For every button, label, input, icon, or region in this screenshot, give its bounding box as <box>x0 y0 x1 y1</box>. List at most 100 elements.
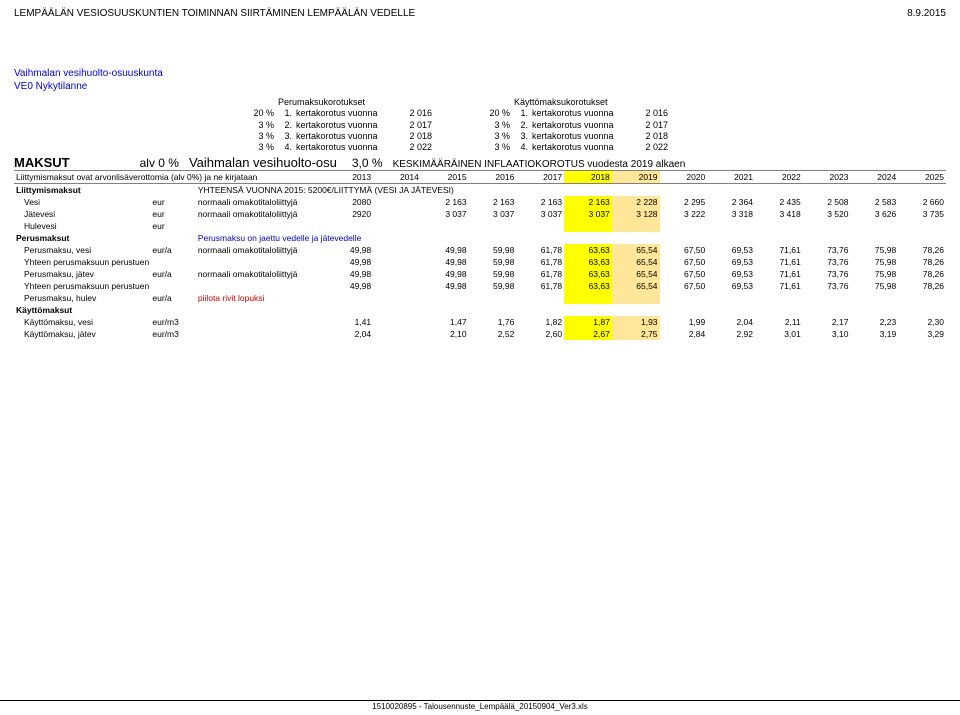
val-2018: 2,67 <box>564 328 612 340</box>
val-2025: 78,26 <box>898 244 946 256</box>
val-2019: 65,54 <box>612 244 660 256</box>
label: kertakorotus vuonna <box>532 120 632 131</box>
val-2022 <box>755 292 803 304</box>
label: kertakorotus vuonna <box>296 120 396 131</box>
footer: 1510020895 - Talousennuste_Lempäälä_2015… <box>0 700 960 711</box>
val-2016 <box>469 220 517 232</box>
val-2019 <box>612 292 660 304</box>
year-header-note: Liittymismaksut ovat arvonlisäverottomia… <box>14 171 332 184</box>
title-block: Vaihmalan vesihuolto-osuuskunta VE0 Nyky… <box>14 67 946 93</box>
val-2022: 71,61 <box>755 256 803 268</box>
val-2024: 3,19 <box>850 328 898 340</box>
pct: 3 % <box>480 142 510 153</box>
val-2017 <box>516 292 564 304</box>
val-2013: 2920 <box>332 208 373 220</box>
val-2016: 2 163 <box>469 196 517 208</box>
val-2016: 3 037 <box>469 208 517 220</box>
row-label: Yhteen perusmaksuun perustuen: <box>14 280 150 292</box>
val-2019: 3 128 <box>612 208 660 220</box>
val-2014 <box>373 244 421 256</box>
kaytto-kor-row: 3 %3.kertakorotus vuonna2 018 <box>480 131 668 142</box>
val-2015: 1,47 <box>421 316 469 328</box>
row-desc <box>196 328 332 340</box>
table-row: Yhteen perusmaksuun perustuen: 49,98 49,98… <box>14 280 946 292</box>
val-2015: 49,98 <box>421 256 469 268</box>
ord: 1. <box>514 108 528 119</box>
year-col: 2019 <box>612 171 660 184</box>
val-2017: 1,82 <box>516 316 564 328</box>
year: 2 017 <box>400 120 432 131</box>
val-2017: 2,60 <box>516 328 564 340</box>
val-2016: 59,98 <box>469 280 517 292</box>
val-2023: 73,76 <box>803 268 851 280</box>
pct: 3 % <box>480 131 510 142</box>
kaytto-kor-row: 3 %4.kertakorotus vuonna2 022 <box>480 142 668 153</box>
val-2024: 3 626 <box>850 208 898 220</box>
val-2013: 49,98 <box>332 244 373 256</box>
val-2020: 3 222 <box>660 208 708 220</box>
ord: 4. <box>278 142 292 153</box>
val-2023: 3,10 <box>803 328 851 340</box>
val-2014 <box>373 268 421 280</box>
val-2020 <box>660 220 708 232</box>
kaytto-kor-row: 3 %2.kertakorotus vuonna2 017 <box>480 120 668 131</box>
val-2018: 3 037 <box>564 208 612 220</box>
val-2018: 1,87 <box>564 316 612 328</box>
kaytto-korotukset: Käyttömaksukorotukset 20 %1.kertakorotus… <box>480 97 668 153</box>
val-2015: 49,98 <box>421 280 469 292</box>
year-col: 2015 <box>421 171 469 184</box>
table-row: Vesieurnormaali omakotitaloliittyjä20802… <box>14 196 946 208</box>
val-2022: 2,11 <box>755 316 803 328</box>
val-2015: 2,10 <box>421 328 469 340</box>
year: 2 022 <box>636 142 668 153</box>
year-col: 2020 <box>660 171 708 184</box>
val-2017 <box>516 220 564 232</box>
ord: 2. <box>514 120 528 131</box>
perus-kor-row: 3 %4.kertakorotus vuonna2 022 <box>244 142 432 153</box>
table-row: Perusmaksu, jäteveur/anormaali omakotita… <box>14 268 946 280</box>
year-header-row: Liittymismaksut ovat arvonlisäverottomia… <box>14 171 946 184</box>
table-row: Käyttömaksu, jäteveur/m32,042,102,522,60… <box>14 328 946 340</box>
row-label: Perusmaksu, jätev <box>14 268 150 280</box>
val-2016: 2,52 <box>469 328 517 340</box>
val-2013: 49,98 <box>332 280 373 292</box>
val-2013 <box>332 220 373 232</box>
val-2017: 61,78 <box>516 268 564 280</box>
table-row: Käyttömaksu, vesieur/m31,411,471,761,821… <box>14 316 946 328</box>
val-2024: 2,23 <box>850 316 898 328</box>
val-2016: 59,98 <box>469 256 517 268</box>
val-2023: 3 520 <box>803 208 851 220</box>
val-2015 <box>421 220 469 232</box>
pct: 3 % <box>244 131 274 142</box>
val-2025 <box>898 292 946 304</box>
row-label: Hulevesi <box>14 220 150 232</box>
val-2025 <box>898 220 946 232</box>
val-2022: 3 418 <box>755 208 803 220</box>
val-2023 <box>803 220 851 232</box>
ord: 1. <box>278 108 292 119</box>
table-row: Perusmaksu, vesieur/anormaali omakotital… <box>14 244 946 256</box>
label: kertakorotus vuonna <box>532 108 632 119</box>
val-2023: 2 508 <box>803 196 851 208</box>
year-col: 2025 <box>898 171 946 184</box>
perus-kor-row: 3 %2.kertakorotus vuonna2 017 <box>244 120 432 131</box>
section-label: Käyttömaksut <box>14 304 196 316</box>
section-note: YHTEENSÄ VUONNA 2015: 5200€/LIITTYMÄ (VE… <box>196 184 946 197</box>
label: kertakorotus vuonna <box>532 131 632 142</box>
pct: 20 % <box>480 108 510 119</box>
row-desc: normaali omakotitaloliittyjä <box>196 208 332 220</box>
row-unit: eur <box>150 220 195 232</box>
val-2016: 59,98 <box>469 268 517 280</box>
val-2013: 2080 <box>332 196 373 208</box>
val-2015: 3 037 <box>421 208 469 220</box>
row-unit: eur <box>150 196 195 208</box>
val-2018 <box>564 292 612 304</box>
val-2016: 59,98 <box>469 244 517 256</box>
row-label: Käyttömaksu, vesi <box>14 316 150 328</box>
val-2021: 69,53 <box>707 256 755 268</box>
pct: 3 % <box>244 120 274 131</box>
val-2013: 49,98 <box>332 268 373 280</box>
val-2020: 1,99 <box>660 316 708 328</box>
val-2017: 61,78 <box>516 256 564 268</box>
year: 2 022 <box>400 142 432 153</box>
